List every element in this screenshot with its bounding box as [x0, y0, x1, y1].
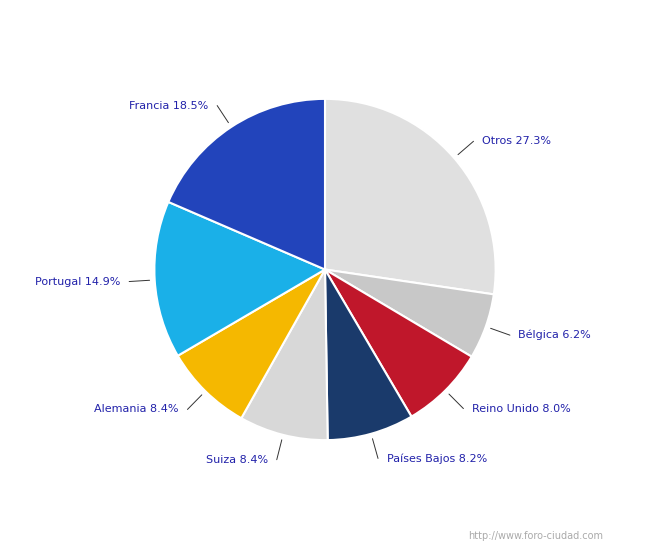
Text: Portugal 14.9%: Portugal 14.9%	[35, 277, 121, 287]
Text: Francia 18.5%: Francia 18.5%	[129, 101, 209, 111]
Text: Países Bajos 8.2%: Países Bajos 8.2%	[387, 453, 487, 464]
Wedge shape	[177, 270, 325, 418]
Wedge shape	[325, 270, 472, 416]
Wedge shape	[325, 270, 411, 440]
Wedge shape	[155, 202, 325, 356]
Wedge shape	[241, 270, 328, 440]
Text: Alemania 8.4%: Alemania 8.4%	[94, 404, 179, 415]
Text: Monforte de Lemos - Turistas extranjeros según país - Abril de 2024: Monforte de Lemos - Turistas extranjeros…	[77, 10, 573, 26]
Text: Reino Unido 8.0%: Reino Unido 8.0%	[472, 404, 571, 414]
Wedge shape	[325, 270, 494, 356]
Text: Suiza 8.4%: Suiza 8.4%	[206, 455, 268, 465]
Text: Otros 27.3%: Otros 27.3%	[482, 136, 551, 146]
Wedge shape	[325, 99, 495, 294]
Text: Bélgica 6.2%: Bélgica 6.2%	[519, 330, 592, 340]
Wedge shape	[168, 99, 325, 270]
Text: http://www.foro-ciudad.com: http://www.foro-ciudad.com	[468, 531, 603, 541]
